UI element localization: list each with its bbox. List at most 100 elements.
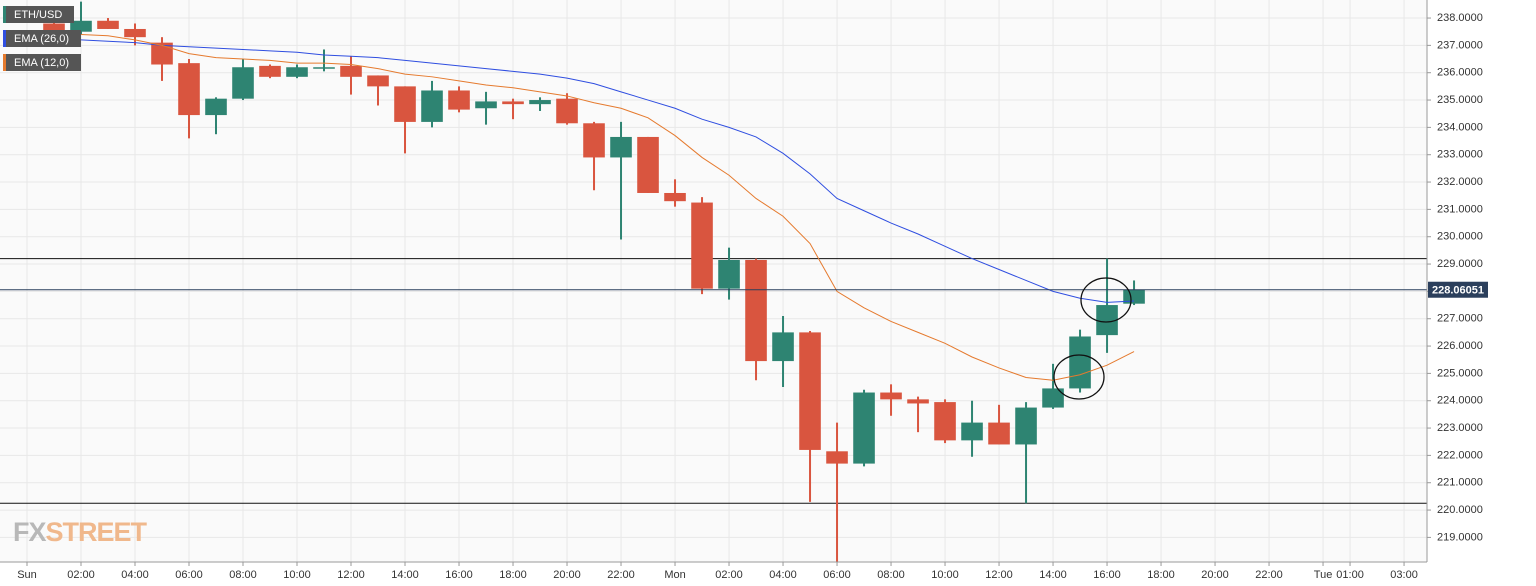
legend-swatch [3, 54, 6, 71]
x-tick-label: Mon [664, 569, 685, 581]
candle-body [394, 86, 416, 122]
y-tick-label: 236.0000 [1437, 67, 1483, 79]
x-tick-label: 16:00 [445, 569, 473, 581]
x-tick-label: 18:00 [499, 569, 527, 581]
x-tick-label: 08:00 [877, 569, 905, 581]
last-price-box [1428, 281, 1488, 298]
candle-body [259, 65, 281, 77]
y-tick-label: 220.0000 [1437, 504, 1483, 516]
watermark-fx: FX [13, 517, 46, 547]
ema-line [53, 38, 1135, 303]
candle-body [1123, 289, 1145, 304]
candle-body [934, 402, 956, 441]
legend-swatch [3, 6, 6, 23]
x-tick-label: 18:00 [1147, 569, 1175, 581]
x-tick-label: Sun [17, 569, 37, 581]
x-tick-label: 02:00 [67, 569, 95, 581]
annotation-circle [1080, 277, 1132, 323]
candle-body [448, 90, 470, 110]
y-tick-label: 224.0000 [1437, 395, 1483, 407]
legend-label: EMA (26,0) [14, 33, 69, 45]
y-tick-label: 219.0000 [1437, 531, 1483, 543]
candle-body [880, 392, 902, 400]
annotation-circle [1053, 354, 1105, 400]
candle-body [664, 192, 686, 202]
x-tick-label: 22:00 [607, 569, 635, 581]
candle-body [313, 67, 335, 69]
candle-body [907, 399, 929, 404]
candle-body [97, 20, 119, 29]
x-tick-label: 01:00 [1336, 569, 1364, 581]
candle-body [367, 75, 389, 87]
x-tick-label: 20:00 [553, 569, 581, 581]
candle-body [529, 100, 551, 105]
y-tick-label: 238.0000 [1437, 12, 1483, 24]
candle-body [1015, 407, 1037, 445]
watermark: FXSTREET [13, 517, 148, 547]
y-tick-label: 227.0000 [1437, 313, 1483, 325]
x-tick-label: 03:00 [1390, 569, 1418, 581]
candle-body [583, 123, 605, 158]
legend: ETH/USD EMA (26,0) EMA (12,0) [3, 6, 81, 71]
y-tick-label: 233.0000 [1437, 149, 1483, 161]
x-tick-label: 16:00 [1093, 569, 1121, 581]
candle-body [124, 28, 146, 38]
legend-box [3, 6, 74, 23]
candle-body [691, 202, 713, 289]
x-tick-label: 06:00 [175, 569, 203, 581]
candle-body [853, 392, 875, 464]
candle-body [826, 451, 848, 464]
legend-box [3, 30, 81, 47]
candle-body [70, 20, 92, 32]
x-tick-label: 14:00 [391, 569, 419, 581]
watermark-street: STREET [46, 517, 148, 547]
y-tick-label: 230.0000 [1437, 231, 1483, 243]
candle-body [988, 422, 1010, 445]
y-tick-label: 229.0000 [1437, 258, 1483, 270]
candle-body [745, 259, 767, 362]
y-tick-label: 237.0000 [1437, 39, 1483, 51]
grid [0, 0, 1427, 562]
x-tick-label: 04:00 [769, 569, 797, 581]
y-tick-label: 232.0000 [1437, 176, 1483, 188]
y-tick-label: 235.0000 [1437, 94, 1483, 106]
x-tick-label: 08:00 [229, 569, 257, 581]
y-tick-label: 223.0000 [1437, 422, 1483, 434]
candle-body [205, 98, 227, 116]
x-tick-label: 12:00 [337, 569, 365, 581]
candle-body [340, 65, 362, 77]
y-tick-label: 231.0000 [1437, 203, 1483, 215]
x-tick-label: 10:00 [283, 569, 311, 581]
candle-body [232, 67, 254, 99]
candle-body [421, 90, 443, 122]
candle-body [1096, 305, 1118, 336]
candle-body [475, 101, 497, 109]
y-tick-label: 222.0000 [1437, 449, 1483, 461]
x-tick-label: 12:00 [985, 569, 1013, 581]
candle-body [43, 23, 65, 32]
x-tick-label: 06:00 [823, 569, 851, 581]
legend-swatch [3, 30, 6, 47]
candle-body [799, 332, 821, 450]
x-tick-label: Tue [1314, 569, 1333, 581]
candle-body [1042, 388, 1064, 408]
y-tick-label: 225.0000 [1437, 367, 1483, 379]
candle-body [610, 136, 632, 158]
candle-body [151, 42, 173, 65]
marks [0, 1, 1427, 562]
candle-body [772, 332, 794, 362]
legend-label: ETH/USD [14, 9, 62, 21]
candle-body [502, 101, 524, 105]
candle-body [556, 98, 578, 124]
x-tick-label: 14:00 [1039, 569, 1067, 581]
x-tick-label: 04:00 [121, 569, 149, 581]
x-tick-label: 02:00 [715, 569, 743, 581]
y-tick-label: 221.0000 [1437, 477, 1483, 489]
y-tick-label: 234.0000 [1437, 121, 1483, 133]
candle-body [286, 67, 308, 77]
legend-box [3, 54, 81, 71]
candle-body [718, 259, 740, 289]
x-tick-label: 10:00 [931, 569, 959, 581]
